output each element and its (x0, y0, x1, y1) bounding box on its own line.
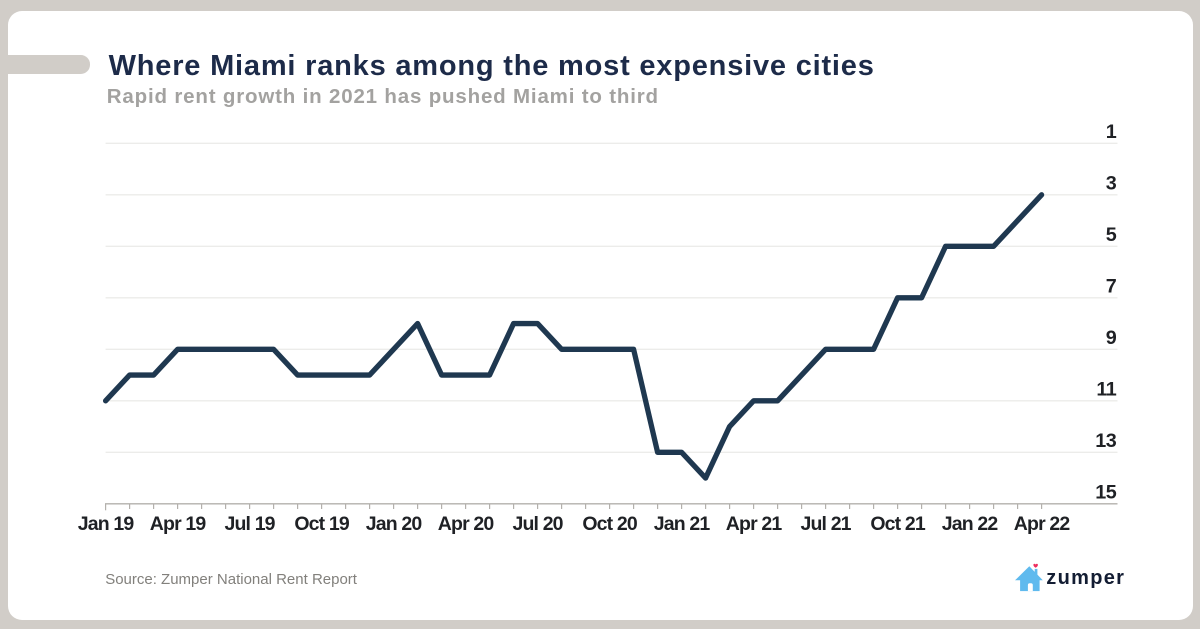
svg-text:Apr 20: Apr 20 (438, 513, 495, 535)
svg-text:Oct 19: Oct 19 (294, 513, 350, 535)
svg-text:Apr 21: Apr 21 (726, 513, 783, 535)
svg-text:Jan 19: Jan 19 (78, 513, 135, 535)
svg-text:Jul 20: Jul 20 (513, 513, 564, 535)
svg-text:11: 11 (1096, 378, 1116, 400)
svg-text:Oct 20: Oct 20 (582, 513, 638, 535)
svg-text:Apr 22: Apr 22 (1014, 513, 1071, 535)
svg-text:Oct 21: Oct 21 (870, 513, 926, 535)
svg-text:Jul 21: Jul 21 (801, 513, 852, 535)
svg-text:Jul 19: Jul 19 (225, 513, 276, 535)
svg-text:7: 7 (1106, 275, 1117, 297)
svg-text:9: 9 (1106, 327, 1117, 349)
svg-text:Jan 21: Jan 21 (654, 513, 711, 535)
svg-text:15: 15 (1095, 481, 1117, 503)
svg-text:Jan 22: Jan 22 (942, 513, 999, 535)
svg-text:5: 5 (1106, 224, 1117, 246)
svg-text:1: 1 (1106, 121, 1117, 143)
svg-text:Jan 20: Jan 20 (366, 513, 423, 535)
svg-text:zumper: zumper (1046, 567, 1125, 589)
svg-text:3: 3 (1106, 172, 1117, 194)
svg-text:13: 13 (1095, 430, 1117, 452)
svg-text:Apr 19: Apr 19 (150, 513, 207, 535)
